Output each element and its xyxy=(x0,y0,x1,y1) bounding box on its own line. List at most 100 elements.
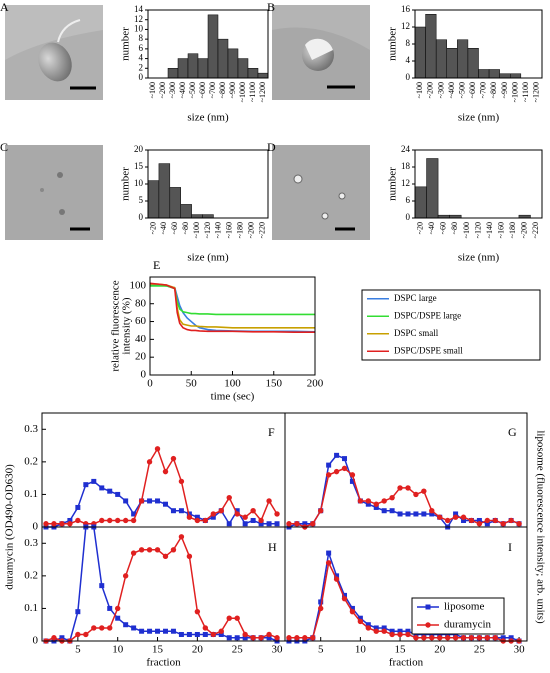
marker xyxy=(349,608,356,615)
marker xyxy=(266,521,272,527)
y-tick-label: 10 xyxy=(134,178,144,188)
x-tick-label: ~300 xyxy=(436,82,445,98)
x-tick-label: ~160 xyxy=(225,222,234,238)
y-tick-label: 0.2 xyxy=(24,569,38,581)
marker xyxy=(468,517,475,524)
marker xyxy=(397,631,403,638)
marker xyxy=(333,468,340,475)
x-tick-label: ~900 xyxy=(500,82,509,98)
bar xyxy=(247,68,259,79)
y-tick-label: 0 xyxy=(139,72,144,82)
x-tick-label: ~40 xyxy=(159,222,168,234)
marker xyxy=(405,628,411,634)
marker xyxy=(91,478,97,484)
y-tick-label: 12 xyxy=(401,21,410,31)
marker xyxy=(258,517,264,524)
marker xyxy=(342,592,348,598)
y2-axis-label: liposome (fluorescence intensity; arb. u… xyxy=(534,430,546,624)
marker xyxy=(389,631,395,638)
bar xyxy=(457,39,469,79)
marker xyxy=(83,631,89,638)
marker xyxy=(51,635,57,641)
y-tick-label: 16 xyxy=(401,4,411,14)
marker xyxy=(326,462,332,468)
marker xyxy=(147,628,153,634)
marker xyxy=(508,517,514,524)
marker xyxy=(210,631,216,638)
panel-label: C xyxy=(0,140,8,154)
x-tick-label: ~200 xyxy=(426,82,435,98)
x-axis-label: size (nm) xyxy=(458,112,500,124)
marker xyxy=(500,521,506,527)
legend-box xyxy=(361,289,541,361)
marker xyxy=(294,521,300,527)
bar xyxy=(187,53,199,79)
marker xyxy=(318,508,324,514)
x-tick-label: 10 xyxy=(112,644,124,656)
series-line xyxy=(288,454,520,529)
y-tick-label: 20 xyxy=(135,351,147,363)
plot-frame xyxy=(414,149,543,219)
marker xyxy=(155,498,161,504)
marker xyxy=(492,635,498,641)
marker xyxy=(75,517,81,524)
marker xyxy=(59,635,65,641)
bar xyxy=(257,72,269,79)
marker xyxy=(413,635,419,641)
bar xyxy=(237,58,249,79)
x-tick-label: ~400 xyxy=(178,82,187,98)
marker xyxy=(429,635,435,641)
marker xyxy=(250,635,256,641)
y-tick-label: 10 xyxy=(134,23,144,33)
marker xyxy=(294,635,300,641)
marker xyxy=(226,494,232,501)
marker xyxy=(242,635,248,641)
bar xyxy=(435,39,447,79)
marker xyxy=(381,508,387,514)
legend-label: duramycin xyxy=(444,619,492,631)
marker xyxy=(218,631,224,637)
y-tick-label: 60 xyxy=(135,315,147,327)
y-tick-label: 0 xyxy=(33,635,39,647)
y-tick-label: 0.2 xyxy=(24,455,38,467)
x-axis-label: size (nm) xyxy=(187,112,229,124)
x-tick-label: ~80 xyxy=(181,222,190,234)
y-tick-label: 20 xyxy=(134,144,144,154)
marker xyxy=(341,465,348,472)
marker xyxy=(107,517,113,524)
x-tick-label: ~1000 xyxy=(510,82,519,102)
y-tick-label: 0.1 xyxy=(24,488,38,500)
marker xyxy=(258,635,264,641)
y-axis-label: number xyxy=(387,27,399,61)
x-tick-label: ~60 xyxy=(170,222,179,234)
marker xyxy=(43,521,49,527)
marker xyxy=(437,514,443,520)
x-axis-label: fraction xyxy=(389,657,424,669)
micrograph-c xyxy=(5,145,103,240)
marker xyxy=(67,517,73,523)
bar xyxy=(426,158,439,219)
marker xyxy=(349,605,355,611)
marker xyxy=(186,631,192,637)
panel-label: E xyxy=(153,258,160,272)
x-tick-label: ~600 xyxy=(198,82,207,98)
marker xyxy=(453,511,459,517)
bar xyxy=(158,163,171,219)
y-tick-label: 15 xyxy=(134,161,144,171)
x-tick-label: ~140 xyxy=(214,222,223,238)
x-tick-label: 30 xyxy=(272,644,284,656)
marker xyxy=(365,622,371,628)
marker xyxy=(178,508,184,514)
marker xyxy=(341,595,348,602)
panel-label: F xyxy=(268,425,275,439)
marker xyxy=(99,625,105,631)
marker xyxy=(286,521,292,527)
x-tick-label: ~160 xyxy=(496,222,505,238)
legend-box xyxy=(411,597,505,635)
plot-frame xyxy=(414,9,543,79)
marker xyxy=(310,635,316,641)
marker xyxy=(170,547,177,553)
y-axis-label: relative fluorescence xyxy=(110,280,122,371)
marker xyxy=(154,547,161,553)
marker xyxy=(421,488,427,494)
